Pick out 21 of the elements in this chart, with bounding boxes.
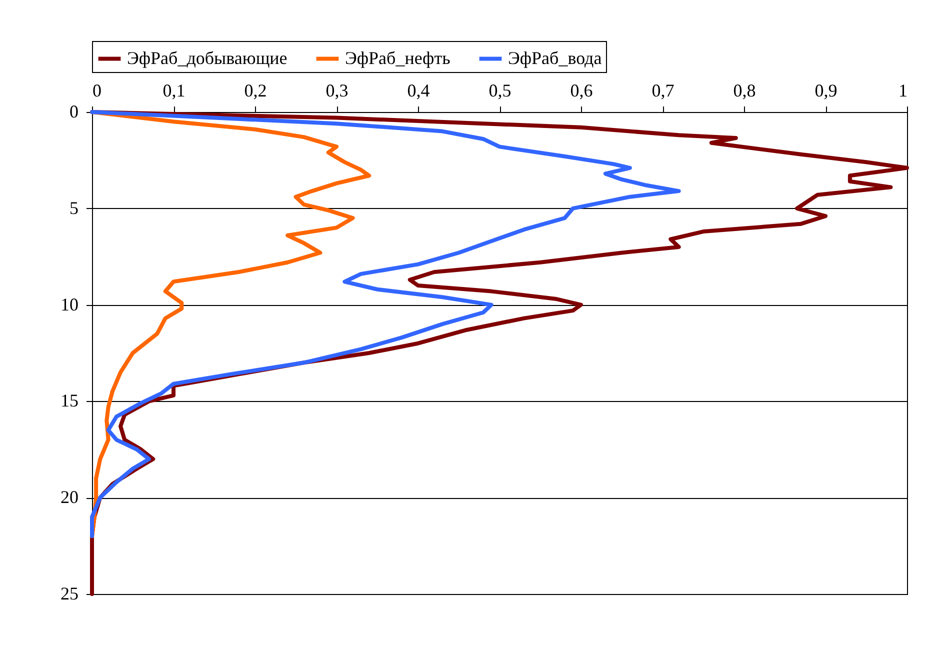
x-tick-label: 0,1 <box>162 80 186 100</box>
legend-label: ЭфРаб_добывающие <box>127 48 288 68</box>
y-tick-label: 5 <box>70 198 78 218</box>
x-tick-label: 0,7 <box>652 80 674 100</box>
y-tick-label: 20 <box>60 487 78 508</box>
x-tick-label: 0,8 <box>733 80 756 100</box>
legend-label: ЭфРаб_нефть <box>345 48 450 68</box>
y-tick-label: 10 <box>60 294 78 314</box>
y-tick-label: 15 <box>60 390 78 411</box>
x-tick-label: 0,2 <box>244 80 267 100</box>
x-tick-label: 0 <box>92 80 102 100</box>
x-tick-label: 0,9 <box>814 80 838 100</box>
x-tick-label: 0,4 <box>407 80 430 100</box>
line-series <box>90 110 681 538</box>
y-tick-label: 0 <box>70 102 78 122</box>
x-tick-label: 0,3 <box>326 80 348 100</box>
y-tick-label: 25 <box>60 584 78 604</box>
x-tick-label: 0,6 <box>570 80 593 100</box>
x-tick-label: 0,5 <box>488 80 512 100</box>
x-tick-label: 1 <box>898 80 908 100</box>
legend-label: ЭфРаб_вода <box>508 48 602 68</box>
